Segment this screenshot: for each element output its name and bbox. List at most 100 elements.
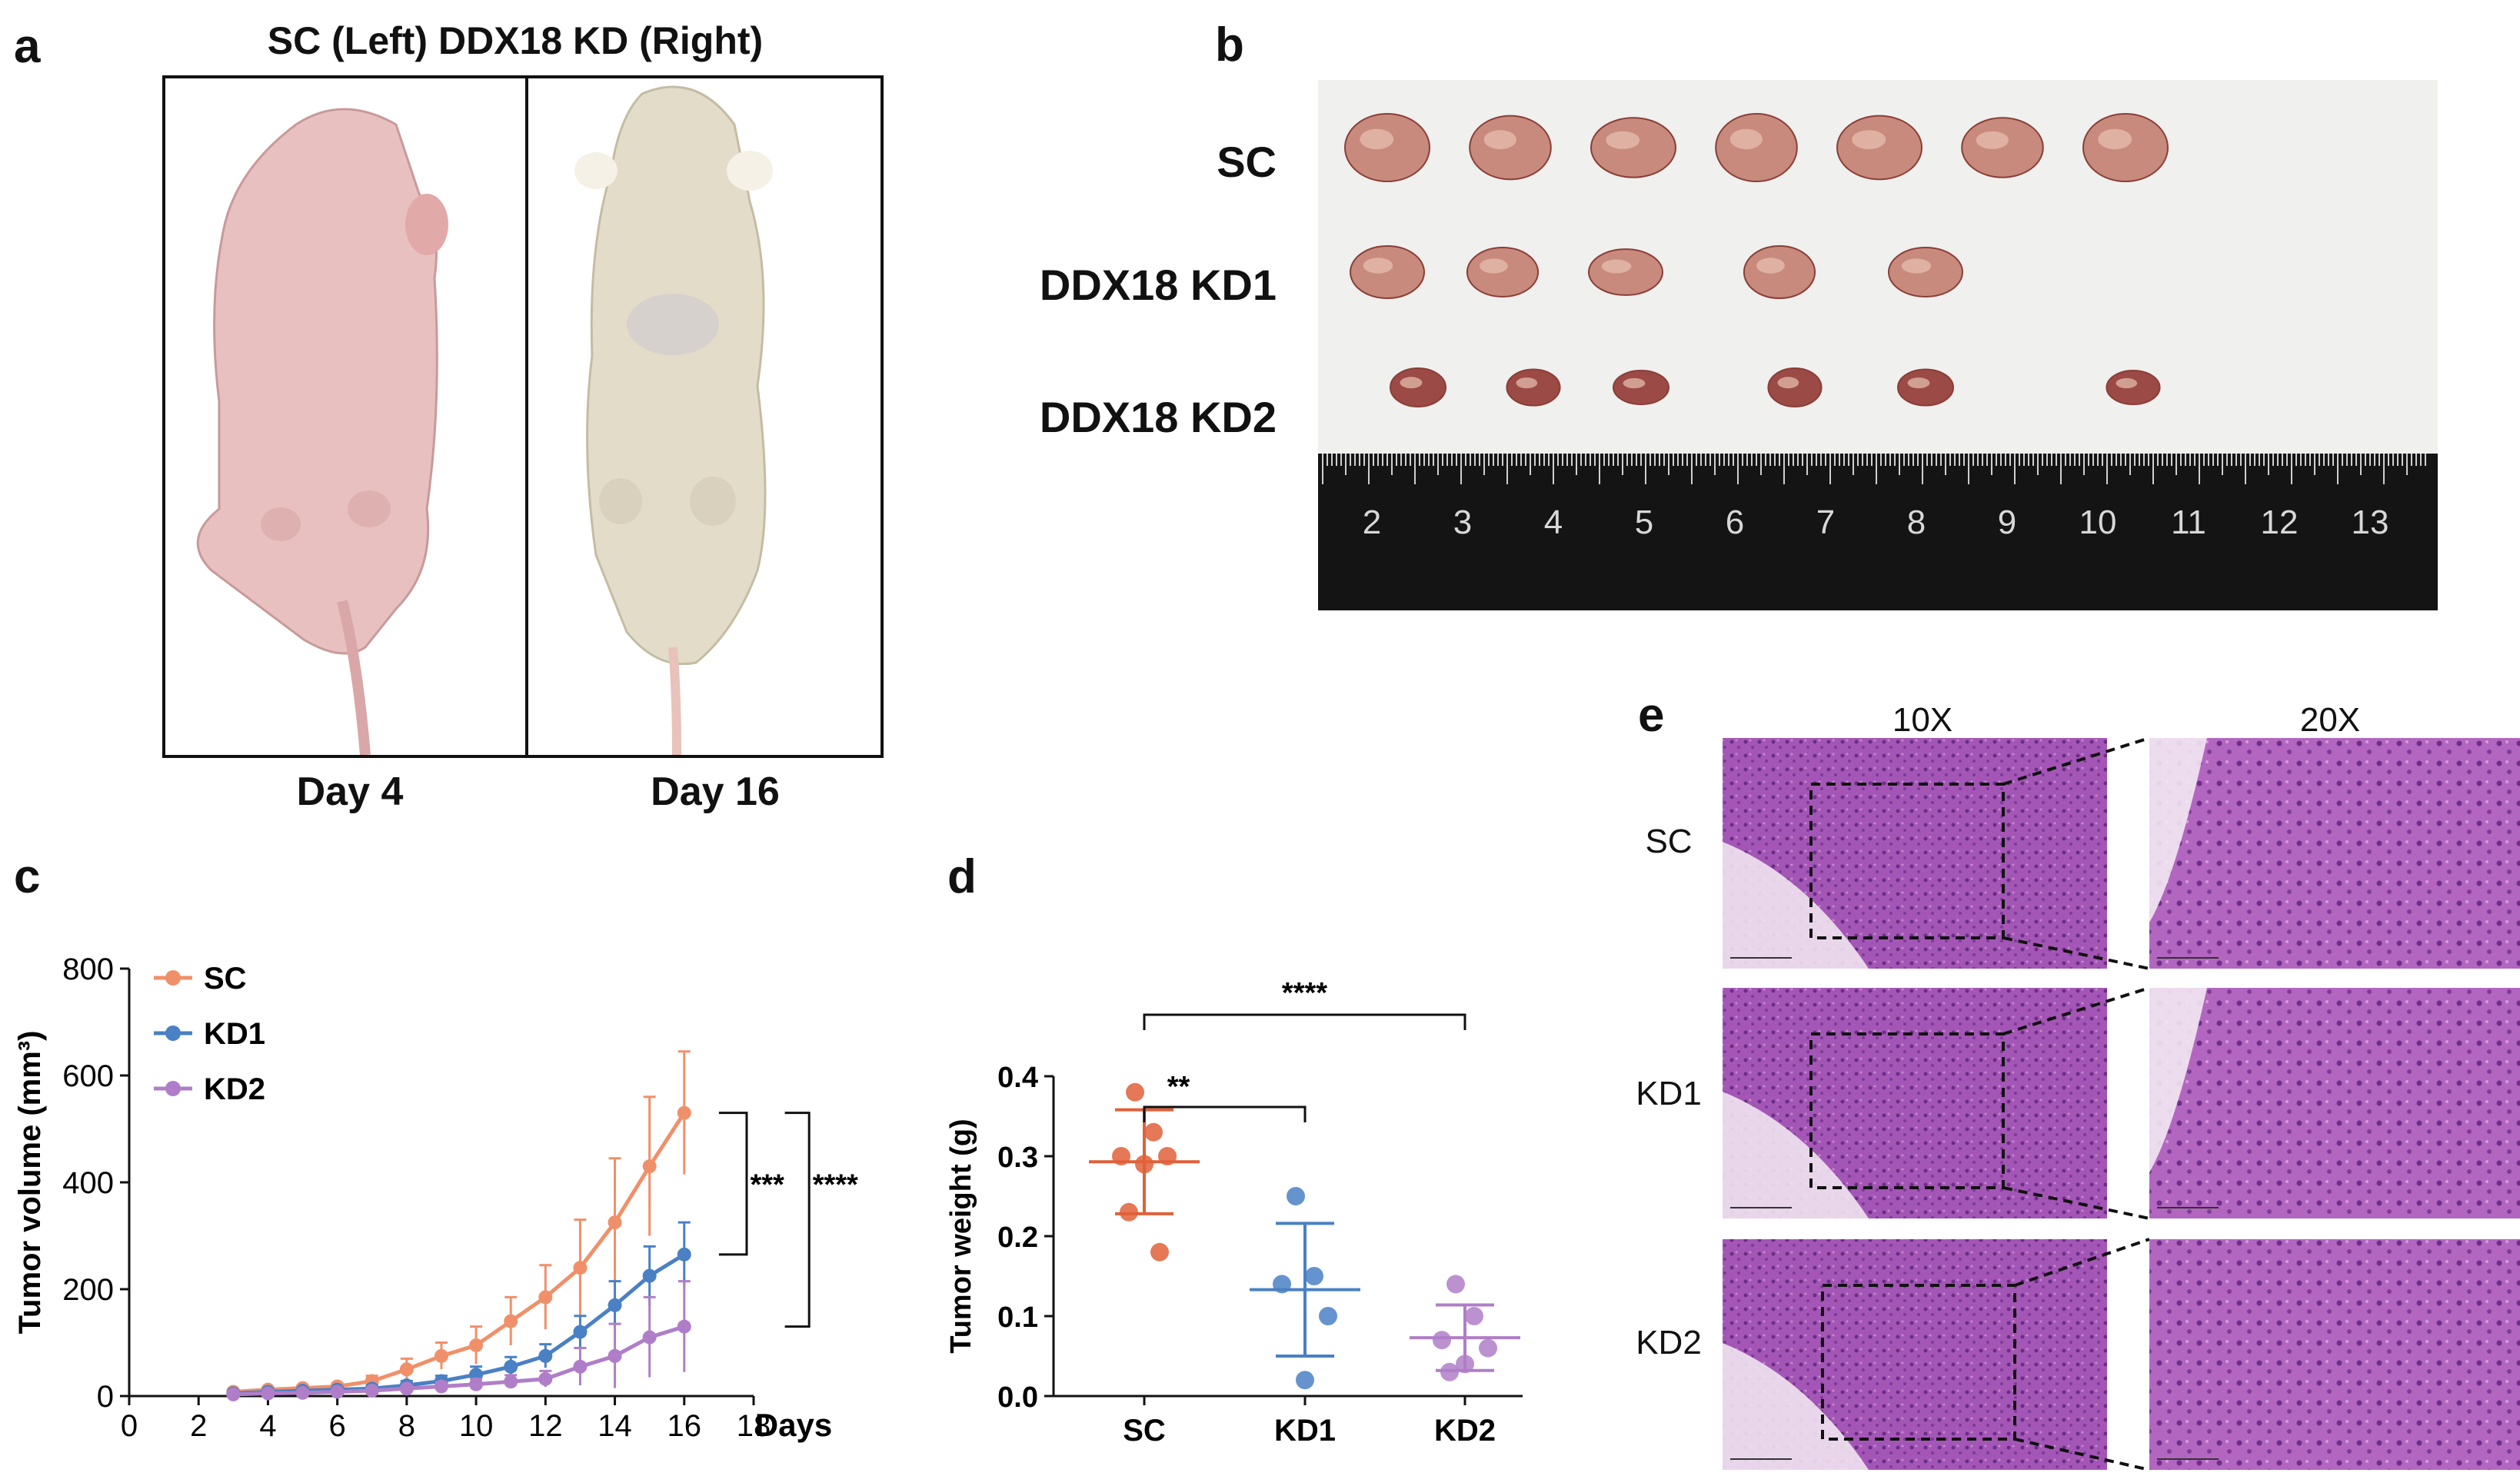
data-point: [677, 1105, 691, 1120]
tumor-photo: 2 3 4 5 6 7 8 9 10 11 12 13: [1318, 80, 2438, 610]
tumor-highlight: [1623, 377, 1646, 389]
data-point: [1465, 1307, 1483, 1325]
sig-bracket-sc-kd1: [1143, 1105, 1307, 1122]
sig-label-kd2: ****: [813, 1169, 858, 1202]
tumor-highlight: [1901, 258, 1932, 274]
data-point: [677, 1319, 691, 1334]
tumor: [1888, 247, 1963, 298]
panel-d-letter: d: [947, 850, 977, 903]
data-point: [608, 1348, 622, 1363]
sig-label-sc-kd2: ****: [1282, 977, 1327, 1009]
tumor-highlight: [1516, 377, 1538, 389]
x-tick-label: 10: [459, 1409, 494, 1443]
y-tick-label: 0.2: [997, 1222, 1038, 1254]
x-tick-label: KD2: [1434, 1414, 1496, 1448]
tumor-weight-chart: 0.0 0.1 0.2 0.3 0.4 Tumor weight (g) SC KD1 KD2 *…: [945, 977, 1523, 1448]
data-point: [608, 1298, 622, 1312]
tumor-highlight: [1601, 259, 1632, 274]
tumor-highlight: [2098, 128, 2132, 150]
col-header-10x: 10X: [1892, 701, 1953, 739]
day4-label: Day 4: [296, 770, 404, 814]
x-tick-label: 12: [528, 1409, 563, 1443]
tumor-highlight: [1606, 131, 1640, 149]
data-point: [226, 1387, 241, 1401]
tumor-highlight: [2116, 377, 2138, 389]
tumor: [2082, 113, 2169, 182]
tumor: [1767, 367, 1823, 407]
he-row-label-sc: SC: [1645, 823, 1693, 860]
he-20x-image: [2149, 738, 2520, 969]
data-point: [538, 1348, 553, 1363]
tumor-highlight: [1729, 128, 1763, 150]
legend-marker: [165, 1026, 181, 1041]
sig-label-kd1: ***: [750, 1169, 784, 1202]
panel-c-letter: c: [14, 850, 41, 903]
y-tick-label: 0.3: [997, 1142, 1038, 1174]
x-tick-label: 0: [121, 1409, 138, 1443]
he-row-label-kd2: KD2: [1636, 1324, 1702, 1361]
ruler-number: 6: [1726, 504, 1744, 541]
data-point: [434, 1348, 448, 1363]
ruler-number: 11: [2171, 504, 2206, 541]
data-point: [399, 1362, 414, 1377]
sig-bracket-kd2: [784, 1112, 811, 1328]
data-point: [1305, 1267, 1323, 1285]
y-tick-label: 0.1: [997, 1301, 1038, 1334]
data-point: [295, 1385, 310, 1400]
tumor: [1590, 117, 1676, 178]
mouse-day4-image: [196, 108, 448, 755]
y-axis-label: Tumor weight (g): [945, 1119, 977, 1353]
data-point: [538, 1290, 553, 1305]
x-tick-label: KD1: [1274, 1414, 1336, 1448]
data-point: [261, 1386, 275, 1401]
day16-label: Day 16: [651, 770, 780, 814]
sig-bracket-sc-kd2: [1143, 1013, 1466, 1030]
panel-a-letter: a: [14, 20, 41, 73]
frame-divider: [525, 78, 528, 755]
data-point: [1150, 1242, 1169, 1262]
data-point: [1433, 1331, 1451, 1350]
data-point: [608, 1215, 622, 1230]
mouse-photo-frame: [162, 75, 884, 758]
y-tick-label: 0.4: [997, 1062, 1038, 1094]
tumor: [1390, 367, 1446, 407]
x-tick-label: 16: [667, 1409, 702, 1443]
data-point: [1319, 1307, 1337, 1325]
tumor: [1466, 247, 1540, 298]
data-point: [573, 1359, 588, 1374]
data-point: [504, 1375, 518, 1389]
ruler-number: 13: [2352, 504, 2389, 541]
ruler-number: 2: [1363, 504, 1381, 541]
row-label-kd1: DDX18 KD1: [1039, 261, 1277, 309]
zoom-box: [1821, 1284, 2016, 1441]
zoom-line: [2014, 1438, 2150, 1471]
x-tick-label: 14: [598, 1409, 632, 1443]
he-stain-grid: [1723, 738, 2520, 1471]
he-row-label-kd1: KD1: [1636, 1075, 1702, 1112]
panel-e-letter: e: [1638, 689, 1665, 742]
ruler-number: 5: [1635, 504, 1653, 541]
he-stroma-region: [1723, 842, 1869, 969]
y-tick-label: 400: [62, 1166, 114, 1200]
tumor: [1613, 370, 1669, 405]
x-tick-label: 8: [398, 1409, 415, 1443]
data-point: [1120, 1202, 1138, 1222]
tumor-highlight: [1480, 258, 1508, 274]
tumor-highlight: [1756, 258, 1785, 274]
tumor: [1469, 115, 1552, 181]
ruler-number: 7: [1816, 504, 1835, 541]
zoom-line: [2014, 1238, 2150, 1287]
sig-label-sc-kd1: **: [1167, 1071, 1190, 1103]
tumor-highlight: [1976, 131, 2009, 149]
data-point: [538, 1371, 553, 1386]
data-point: [330, 1385, 345, 1399]
y-axis-label: Tumor volume (mm³): [13, 1031, 47, 1335]
mouse-photos: [196, 85, 773, 755]
data-point: [434, 1379, 448, 1394]
tumor-highlight: [1363, 258, 1393, 274]
data-point: [1287, 1187, 1305, 1205]
zoom-line: [2002, 936, 2150, 970]
data-point: [365, 1384, 379, 1398]
y-tick-label: 0: [97, 1380, 114, 1414]
